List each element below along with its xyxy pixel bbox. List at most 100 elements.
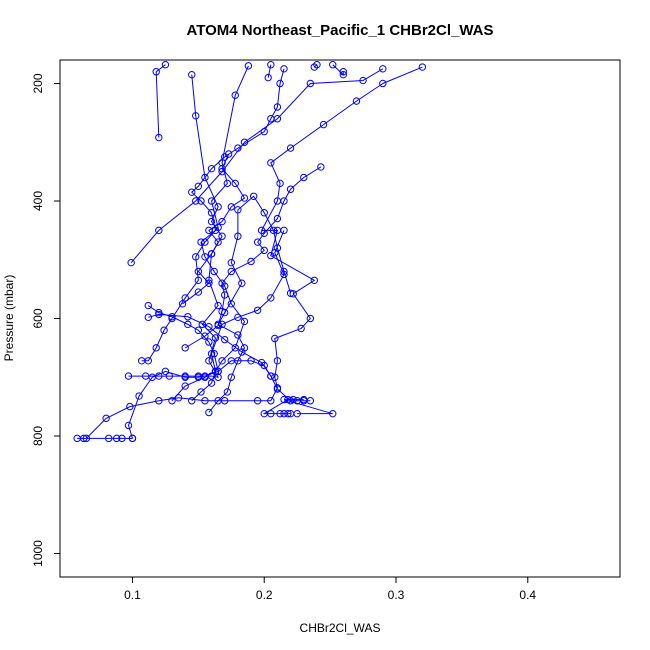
series-line [182,153,246,305]
data-point [267,294,275,302]
data-point [319,120,328,129]
data-point [286,144,295,152]
data-point [218,307,226,316]
data-point [124,421,133,430]
data-point [260,246,268,255]
data-point [269,226,278,235]
series-line [148,305,219,372]
data-point [300,395,308,404]
data-point [210,267,218,276]
data-point [253,306,262,314]
data-point [260,209,268,217]
series-12 [264,60,275,82]
data-point [310,276,319,285]
data-point [194,326,203,334]
data-point [227,203,235,211]
data-point [144,313,152,322]
data-point [214,203,222,211]
data-point [201,373,209,381]
series-13 [310,60,321,71]
series-8 [205,192,295,417]
data-point [174,394,183,402]
data-point [273,384,282,392]
series-17 [178,150,249,308]
series-line [155,64,166,138]
data-point [207,209,216,217]
data-point [234,331,242,339]
data-point [273,103,282,111]
x-tick-label: 0.3 [388,588,405,602]
data-point [205,279,213,287]
data-point [178,300,187,308]
data-point [201,253,209,261]
data-point [181,344,189,352]
data-point [306,79,315,88]
y-axis: 200 400 600 800 1000 [31,73,60,567]
series-line [191,230,285,402]
data-point [379,79,387,88]
data-point [249,192,258,201]
data-point [197,388,205,396]
y-axis-label: Pressure (mbar) [2,275,16,362]
data-point [207,217,216,226]
data-point [260,229,268,238]
data-point [280,226,288,235]
y-tick-label: 800 [31,426,45,446]
data-point [317,163,325,171]
data-point [214,397,222,405]
data-point [207,164,216,173]
data-point [253,238,262,246]
data-point [231,91,239,99]
data-point [160,326,168,334]
data-point [218,217,226,226]
data-point [207,250,216,258]
data-point [264,73,272,82]
series-11 [152,60,170,142]
data-point [227,258,235,267]
data-point [244,62,253,70]
x-axis: 0.1 0.2 0.3 0.4 [124,577,536,602]
data-point [201,332,209,340]
data-point [184,320,192,329]
data-point [231,344,239,352]
data-point [227,267,235,276]
data-point [276,79,284,88]
data-point [267,397,275,405]
series-line [130,68,384,264]
data-point [218,232,226,240]
data-point [223,388,232,396]
data-point [205,226,213,235]
data-point [188,188,196,196]
data-point [253,397,262,405]
data-point [234,206,242,214]
data-point [284,409,292,418]
series-line [184,166,322,349]
data-point [152,68,160,76]
data-point [276,179,284,188]
data-point [329,60,337,69]
series-layer [73,60,427,443]
data-point [240,317,249,326]
series-line [208,195,292,413]
data-point [188,70,196,79]
data-point [105,434,113,443]
data-point [128,434,137,443]
data-point [135,392,143,400]
x-tick-label: 0.4 [519,588,536,602]
data-point [161,367,170,376]
data-point [267,60,275,69]
data-point [227,373,235,381]
data-point [267,159,275,167]
data-point [207,197,216,205]
data-point [197,197,205,205]
data-point [211,367,220,376]
series-line [267,64,272,78]
data-point [211,334,220,342]
data-point [126,402,134,411]
y-tick-label: 400 [31,191,45,211]
data-point [207,379,216,387]
data-point [267,115,275,123]
y-tick-label: 200 [31,73,45,93]
data-point [155,397,163,405]
